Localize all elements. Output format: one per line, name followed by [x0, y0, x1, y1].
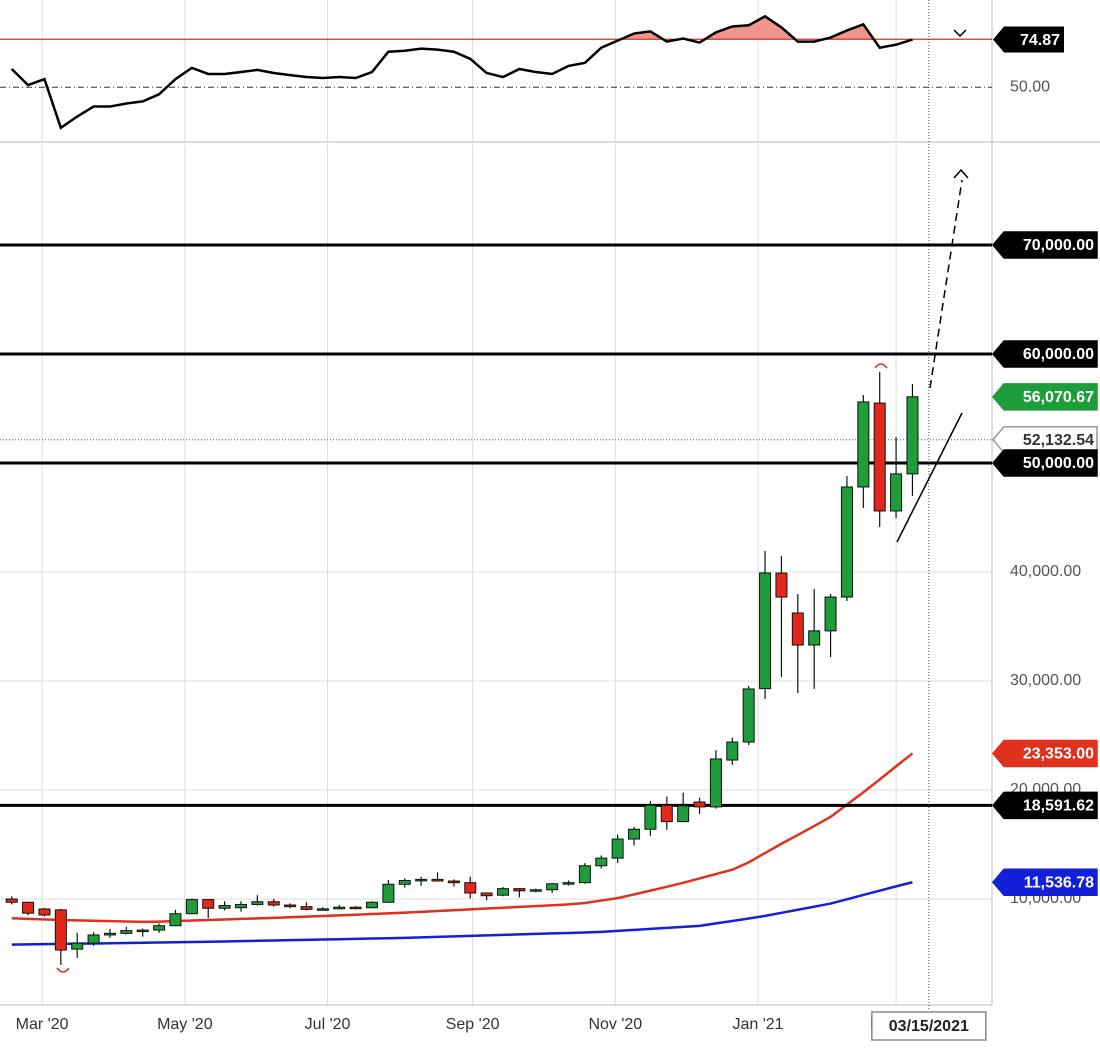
candle-body [677, 805, 690, 823]
candle-body [791, 612, 804, 646]
high-marker [874, 363, 888, 369]
candle-body [611, 838, 624, 859]
candle-body [906, 396, 919, 475]
candle-body [595, 857, 608, 867]
price-badge [993, 26, 1064, 53]
y-tick-label: 30,000.00 [1010, 672, 1081, 689]
y-tick-label: 50.00 [1010, 78, 1050, 95]
trend-line [896, 412, 963, 543]
price-badge-label: 60,000.00 [1023, 346, 1094, 363]
candle-body [103, 932, 116, 936]
candle-body [333, 906, 346, 910]
candle-body [628, 828, 641, 840]
low-marker [56, 967, 70, 973]
candle-body [382, 883, 395, 903]
candle-body [5, 898, 18, 903]
candle-body [185, 899, 198, 915]
candle-body [726, 741, 739, 761]
candle-body [529, 889, 542, 892]
candle-body [644, 804, 657, 830]
price-badge [992, 383, 1098, 411]
crosshair-badge [871, 1011, 987, 1041]
price-badge-label: 70,000.00 [1023, 237, 1094, 254]
candle-body [660, 804, 673, 823]
candle-body [759, 572, 772, 690]
candle-body [447, 880, 460, 884]
x-tick-label: Jul '20 [305, 1016, 351, 1033]
price-badge-label: 52,132.54 [1023, 432, 1094, 449]
candle-body [71, 942, 84, 950]
candle-body [742, 688, 755, 743]
candle-body [513, 888, 526, 892]
candle-body [562, 882, 575, 885]
candle-body [38, 908, 51, 916]
projection-line [929, 179, 963, 389]
price-badge [992, 739, 1098, 768]
price-badge [992, 791, 1098, 820]
price-badge [992, 426, 1098, 454]
price-badge-label: 56,070.67 [1023, 389, 1094, 406]
candle-body [415, 878, 428, 882]
indicator-line [10, 14, 913, 130]
candle-body [398, 879, 411, 885]
candle-body [824, 596, 837, 632]
candle-body [480, 892, 493, 897]
candle-body [169, 913, 182, 927]
candle-body [857, 401, 870, 488]
moving-average-line [11, 752, 914, 924]
projection-arrow [953, 168, 969, 179]
x-tick-label: Nov '20 [588, 1016, 642, 1033]
price-badge-label: 50,000.00 [1023, 455, 1094, 472]
candle-body [284, 904, 297, 908]
overbought-fill [620, 16, 874, 40]
candle-body [251, 901, 264, 905]
x-tick-label: Mar '20 [16, 1016, 69, 1033]
price-badge [992, 231, 1098, 259]
candle-body [464, 882, 477, 894]
candle-body [136, 929, 149, 933]
annotations [56, 29, 969, 973]
crosshair-date: 03/15/2021 [889, 1018, 969, 1035]
candle-body [22, 901, 35, 914]
candle-body [497, 888, 510, 896]
price-badge-label: 18,591.62 [1023, 798, 1094, 815]
collapse-caret [953, 29, 967, 38]
y-tick-label: 40,000.00 [1010, 563, 1081, 580]
candle-body [808, 630, 821, 646]
candle-body [366, 901, 378, 909]
candle-body [54, 909, 67, 951]
x-tick-label: Sep '20 [446, 1016, 500, 1033]
candle-body [890, 473, 903, 512]
candle-body [775, 572, 788, 598]
price-badge [992, 449, 1098, 477]
candle-body [202, 899, 215, 909]
x-tick-label: May '20 [157, 1016, 213, 1033]
moving-average-line [11, 881, 913, 946]
candle-body [267, 901, 280, 906]
x-tick-label: Jan '21 [732, 1016, 783, 1033]
candle-body [709, 758, 722, 808]
candle-body [234, 903, 247, 909]
candle-body [153, 925, 166, 931]
candle-body [87, 934, 100, 944]
candle-body [873, 402, 886, 512]
price-badge [992, 340, 1098, 368]
candle-body [349, 906, 362, 910]
candle-body [218, 905, 231, 909]
candle-body [840, 486, 853, 598]
candle-body [316, 908, 329, 911]
candle-body [120, 930, 133, 934]
price-badge-label: 11,536.78 [1024, 874, 1094, 891]
price-badge-label: 23,353.00 [1023, 746, 1094, 763]
candle-body [578, 865, 591, 884]
price-badge [992, 868, 1098, 896]
price-badge-label: 74.87 [1020, 32, 1060, 49]
candle-body [300, 906, 313, 910]
candle-body [546, 883, 559, 891]
candle-body [431, 878, 444, 882]
candle-body [693, 801, 706, 808]
